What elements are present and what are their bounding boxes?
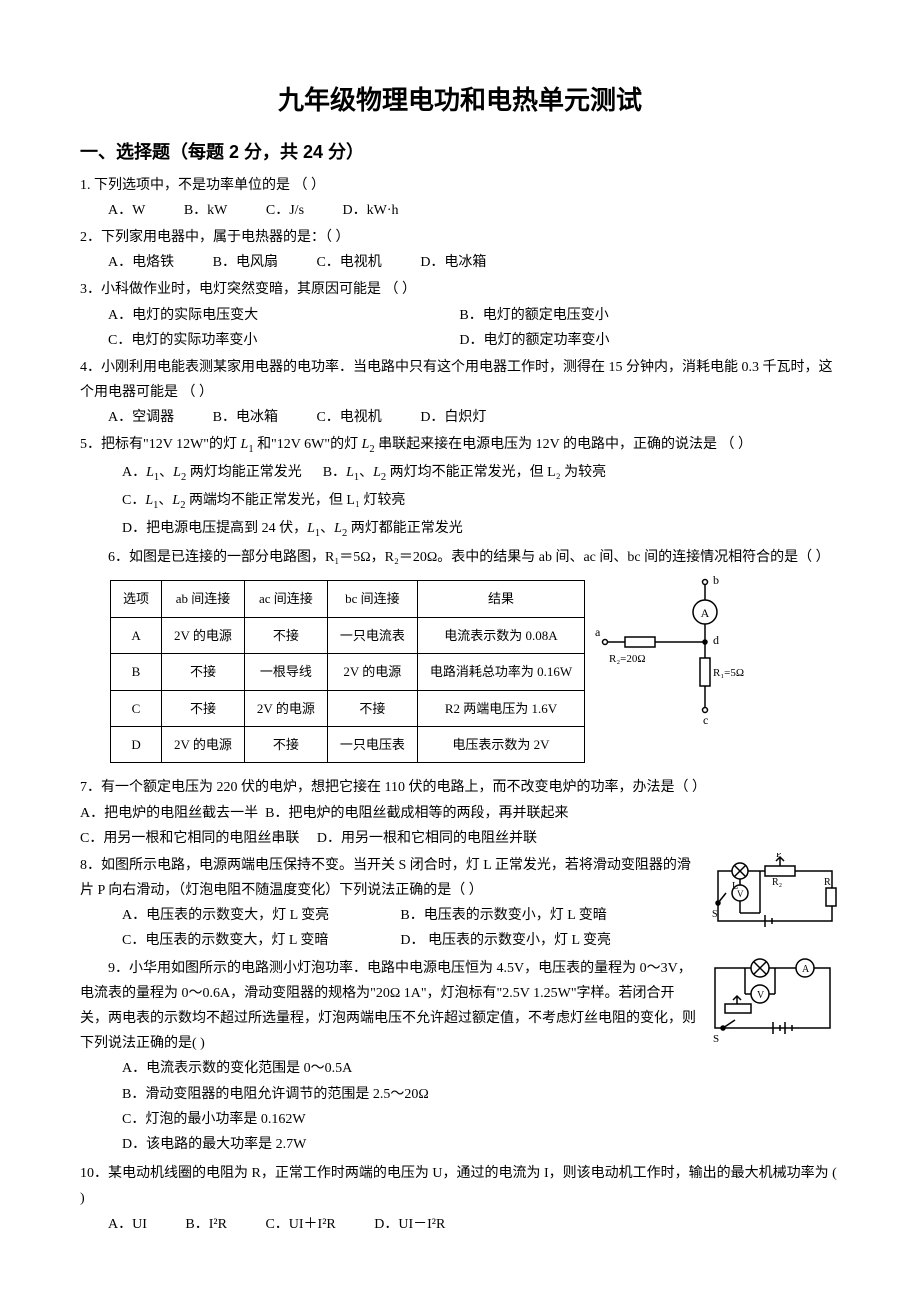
question-7: 7．有一个额定电压为 220 伏的电炉，想把它接在 110 伏的电路上，而不改变… xyxy=(80,775,840,851)
svg-text:V: V xyxy=(757,990,765,1001)
table-row: D 2V 的电源 不接 一只电压表 电压表示数为 2V xyxy=(111,726,585,762)
table-row: A 2V 的电源 不接 一只电流表 电流表示数为 0.08A xyxy=(111,617,585,653)
question-3: 3．小科做作业时，电灯突然变暗，其原因可能是 （ ） A．电灯的实际电压变大 B… xyxy=(80,277,840,353)
q1-stem: 1. 下列选项中，不是功率单位的是 （ ） xyxy=(80,173,840,198)
th-result: 结果 xyxy=(417,581,584,617)
q7-optCD: C．用另一根和它相同的电阻丝串联 D．用另一根和它相同的电阻丝并联 xyxy=(80,826,840,851)
q8-optD: D． 电压表的示数变小，灯 L 变亮 xyxy=(400,928,678,953)
q4-optB: B．电冰箱 xyxy=(213,405,278,430)
q6-table: 选项 ab 间连接 ac 间连接 bc 间连接 结果 A 2V 的电源 不接 一… xyxy=(110,580,585,763)
q2-stem: 2．下列家用电器中，属于电热器的是：（ ） xyxy=(80,225,840,250)
q6-circuit-diagram: A b xyxy=(595,570,750,730)
q7-stem: 7．有一个额定电压为 220 伏的电炉，想把它接在 110 伏的电路上，而不改变… xyxy=(80,775,840,800)
svg-text:V: V xyxy=(737,889,744,899)
q8-optA: A．电压表的示数变大，灯 L 变亮 xyxy=(122,903,400,928)
question-4: 4．小刚利用电能表测某家用电器的电功率．当电路中只有这个用电器工作时，测得在 1… xyxy=(80,355,840,431)
q3-options: A．电灯的实际电压变大 B．电灯的额定电压变小 C．电灯的实际功率变小 D．电灯… xyxy=(80,303,840,353)
q10-optD: D．UI－I²R xyxy=(374,1212,445,1237)
q1-optD: D．kW·h xyxy=(343,198,399,223)
svg-text:R₂=20Ω: R₂=20Ω xyxy=(609,653,646,665)
q1-options: A．W B．kW C．J/s D．kW·h xyxy=(80,198,840,223)
q1-optB: B．kW xyxy=(184,198,228,223)
q10-stem: 10．某电动机线圈的电阻为 R，正常工作时两端的电压为 U，通过的电流为 I，则… xyxy=(80,1161,840,1211)
q5-optC: C．L1、L2 两端均不能正常发光，但 L₁ 灯较亮 xyxy=(80,488,840,516)
q4-optA: A．空调器 xyxy=(108,405,174,430)
q6-stem: 6．如图是已连接的一部分电路图，R₁＝5Ω，R₂＝20Ω。表中的结果与 ab 间… xyxy=(80,545,840,570)
q9-optD: D．该电路的最大功率是 2.7W xyxy=(80,1132,840,1157)
svg-text:R₂: R₂ xyxy=(772,877,782,888)
q8-options: A．电压表的示数变大，灯 L 变亮 B．电压表的示数变小，灯 L 变暗 C．电压… xyxy=(80,903,702,953)
svg-text:d: d xyxy=(713,633,719,647)
q4-stem: 4．小刚利用电能表测某家用电器的电功率．当电路中只有这个用电器工作时，测得在 1… xyxy=(80,355,840,405)
q1-optA: A．W xyxy=(108,198,145,223)
q10-optA: A．UI xyxy=(108,1212,147,1237)
question-10: 10．某电动机线圈的电阻为 R，正常工作时两端的电压为 U，通过的电流为 I，则… xyxy=(80,1161,840,1237)
svg-text:A: A xyxy=(701,606,710,620)
q9-circuit-diagram: A V S xyxy=(705,956,840,1046)
q9-optC: C．灯泡的最小功率是 0.162W xyxy=(80,1107,840,1132)
svg-text:P: P xyxy=(776,853,782,860)
q10-options: A．UI B．I²R C．UI＋I²R D．UI－I²R xyxy=(80,1212,840,1237)
q8-optB: B．电压表的示数变小，灯 L 变暗 xyxy=(400,903,678,928)
q9-optA: A．电流表示数的变化范围是 0～0.5A xyxy=(80,1056,840,1081)
q2-optC: C．电视机 xyxy=(316,250,381,275)
q3-optC: C．电灯的实际功率变小 xyxy=(108,328,459,353)
q2-optB: B．电风扇 xyxy=(213,250,278,275)
th-option: 选项 xyxy=(111,581,162,617)
svg-text:c: c xyxy=(703,713,708,727)
q10-optC: C．UI＋I²R xyxy=(265,1212,335,1237)
svg-text:S: S xyxy=(713,1033,719,1045)
table-row: 选项 ab 间连接 ac 间连接 bc 间连接 结果 xyxy=(111,581,585,617)
q5-optAB: A．L1、L2 两灯均能正常发光 B．L1、L2 两灯均不能正常发光，但 L₂ … xyxy=(80,460,840,488)
q1-optC: C．J/s xyxy=(266,198,304,223)
q2-options: A．电烙铁 B．电风扇 C．电视机 D．电冰箱 xyxy=(80,250,840,275)
svg-text:A: A xyxy=(802,964,810,975)
svg-text:S: S xyxy=(712,909,718,920)
page-title: 九年级物理电功和电热单元测试 xyxy=(80,77,840,124)
question-8: P L V S R₂ R 8．如图所示电路，电源两端电压保持不变。当开关 S 闭… xyxy=(80,853,840,954)
svg-text:R: R xyxy=(824,877,831,888)
q7-optAB: A．把电炉的电阻丝截去一半 B．把电炉的电阻丝截成相等的两段，再并联起来 xyxy=(80,801,840,826)
table-row: C 不接 2V 的电源 不接 R2 两端电压为 1.6V xyxy=(111,690,585,726)
q8-circuit-diagram: P L V S R₂ R xyxy=(710,853,840,933)
question-9: A V S 9．小华用如图所示的电路测小灯泡功率．电路中电源电压恒为 4.5V，… xyxy=(80,956,840,1158)
q3-stem: 3．小科做作业时，电灯突然变暗，其原因可能是 （ ） xyxy=(80,277,840,302)
th-bc: bc 间连接 xyxy=(327,581,417,617)
q8-optC: C．电压表的示数变大，灯 L 变暗 xyxy=(122,928,400,953)
q2-optA: A．电烙铁 xyxy=(108,250,174,275)
q3-optA: A．电灯的实际电压变大 xyxy=(108,303,459,328)
question-1: 1. 下列选项中，不是功率单位的是 （ ） A．W B．kW C．J/s D．k… xyxy=(80,173,840,223)
q5-optD: D．把电源电压提高到 24 伏，L1、L2 两灯都能正常发光 xyxy=(80,516,840,544)
question-6: 6．如图是已连接的一部分电路图，R₁＝5Ω，R₂＝20Ω。表中的结果与 ab 间… xyxy=(80,545,840,773)
svg-text:a: a xyxy=(595,625,601,639)
q4-optD: D．白炽灯 xyxy=(420,405,486,430)
question-2: 2．下列家用电器中，属于电热器的是：（ ） A．电烙铁 B．电风扇 C．电视机 … xyxy=(80,225,840,275)
q3-optB: B．电灯的额定电压变小 xyxy=(459,303,810,328)
q9-optB: B．滑动变阻器的电阻允许调节的范围是 2.5～20Ω xyxy=(80,1082,840,1107)
question-5: 5．把标有"12V 12W"的灯 L1 和"12V 6W"的灯 L2 串联起来接… xyxy=(80,432,840,543)
q2-optD: D．电冰箱 xyxy=(420,250,486,275)
svg-text:R₁=5Ω: R₁=5Ω xyxy=(713,667,744,679)
q4-optC: C．电视机 xyxy=(316,405,381,430)
q5-stem: 5．把标有"12V 12W"的灯 L1 和"12V 6W"的灯 L2 串联起来接… xyxy=(80,432,840,460)
section-1-header: 一、选择题（每题 2 分，共 24 分） xyxy=(80,136,840,168)
svg-text:b: b xyxy=(713,573,719,587)
th-ac: ac 间连接 xyxy=(244,581,327,617)
q10-optB: B．I²R xyxy=(185,1212,227,1237)
th-ab: ab 间连接 xyxy=(162,581,245,617)
table-row: B 不接 一根导线 2V 的电源 电路消耗总功率为 0.16W xyxy=(111,654,585,690)
q4-options: A．空调器 B．电冰箱 C．电视机 D．白炽灯 xyxy=(80,405,840,430)
q3-optD: D．电灯的额定功率变小 xyxy=(459,328,810,353)
